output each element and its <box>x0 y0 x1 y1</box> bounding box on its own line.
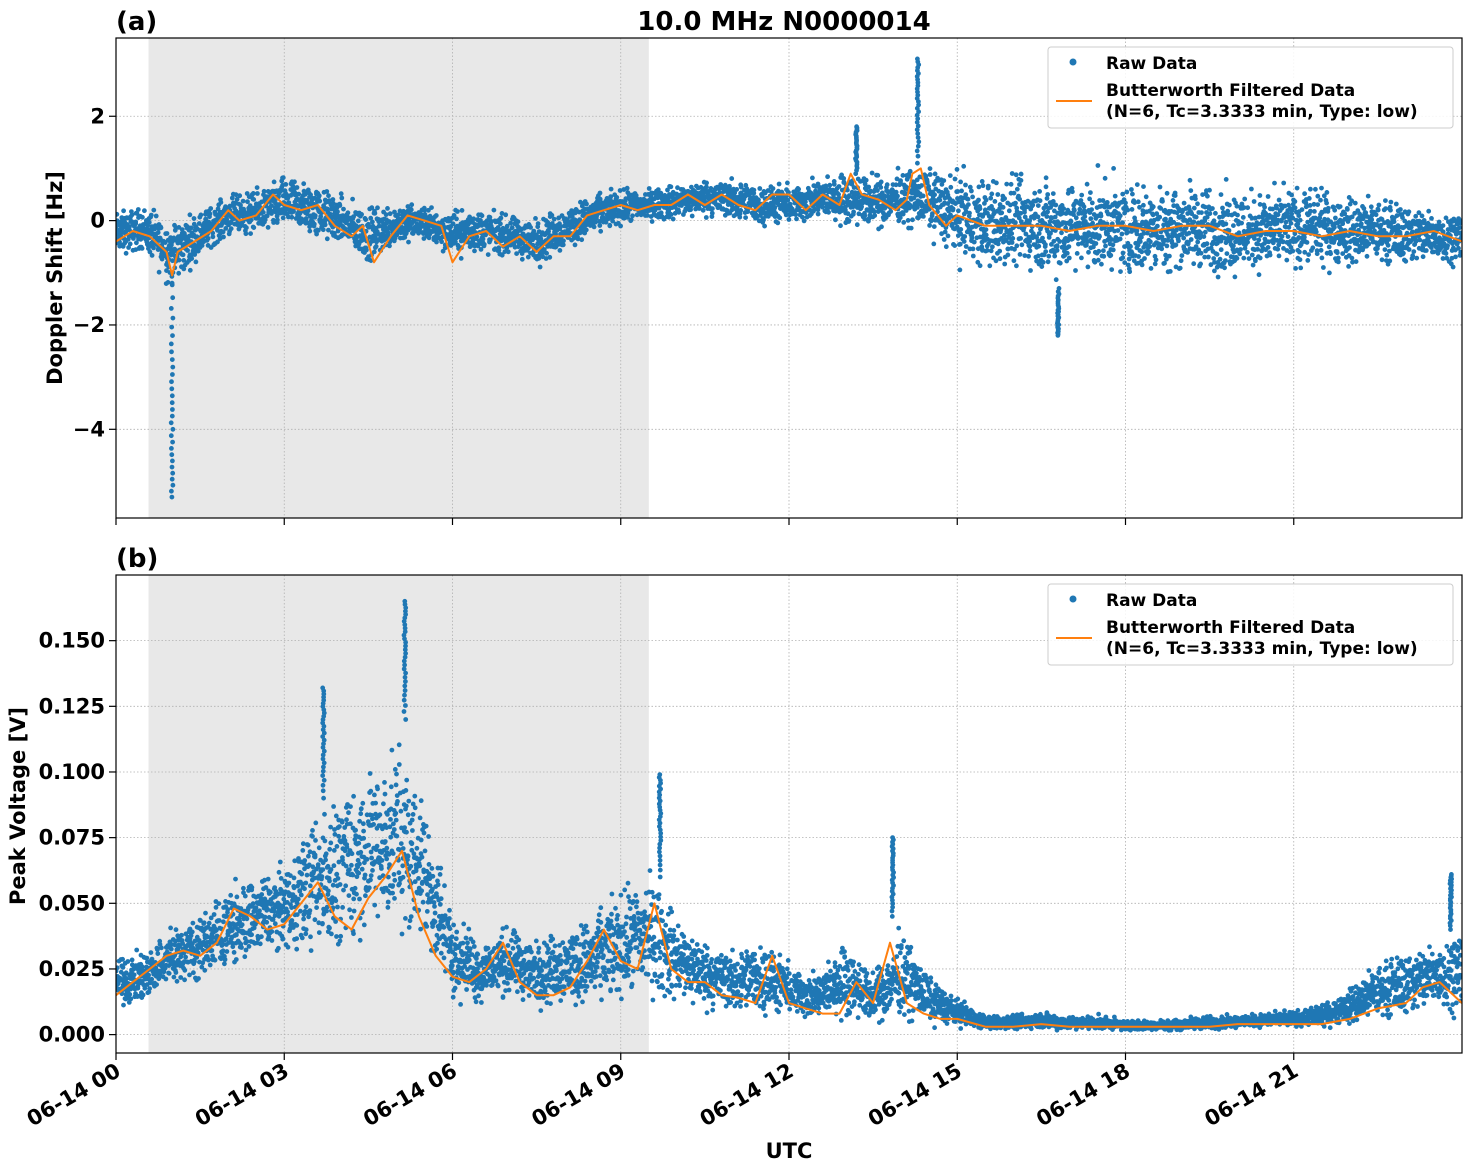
panel-a-ytick-label: −4 <box>73 417 105 441</box>
panel-b-legend: Raw Data Butterworth Filtered Data (N=6,… <box>1047 583 1454 666</box>
legend-filtered-label-line1: Butterworth Filtered Data <box>1106 618 1355 638</box>
x-tick-label: 06-14 06 <box>359 1059 461 1132</box>
panel-a-ytick-label: 0 <box>90 209 105 233</box>
figure-title: 10.0 MHz N0000014 <box>637 7 930 37</box>
legend-box <box>1047 583 1454 666</box>
panel-b-raw-data-points <box>116 598 1462 1033</box>
panel-b-ytick-label: 0.125 <box>39 694 105 718</box>
panel-b-ytick-label: 0.075 <box>39 826 105 850</box>
panel-a-shaded-band <box>148 38 649 518</box>
x-tick-label: 06-14 15 <box>864 1059 966 1132</box>
panel-label-a: (a) <box>116 7 157 37</box>
panel-b-ytick-label: 0.100 <box>39 760 105 784</box>
panel-a-ytick-label: 2 <box>90 104 105 128</box>
x-tick-label: 06-14 09 <box>527 1059 629 1132</box>
panel-b-ytick-label: 0.050 <box>39 891 105 915</box>
panel-label-b: (b) <box>116 544 158 574</box>
panel-b-ytick-label: 0.025 <box>39 957 105 981</box>
panel-b-peak-voltage: 0.150 0.125 0.100 0.075 0.050 0.025 0.000 06-14… <box>6 574 1463 1132</box>
panel-a-ylabel: Doppler Shift [Hz] <box>43 171 67 385</box>
legend-filtered-label-line2: (N=6, Tc=3.3333 min, Type: low) <box>1106 102 1418 122</box>
legend-raw-marker <box>1069 58 1077 66</box>
panel-a-ytick-label: −2 <box>73 313 105 337</box>
legend-raw-marker <box>1069 595 1077 603</box>
panel-a-doppler-shift: 2 0 −2 −4 Doppler Shift [Hz] Raw Data Butte… <box>43 37 1463 525</box>
x-tick-label: 06-14 00 <box>23 1059 125 1132</box>
legend-raw-label: Raw Data <box>1106 54 1197 74</box>
legend-box <box>1047 46 1454 129</box>
panel-b-filtered-line <box>116 849 1462 1028</box>
x-tick-label: 06-14 12 <box>696 1059 798 1132</box>
x-tick-label: 06-14 03 <box>191 1059 293 1132</box>
panel-a-legend: Raw Data Butterworth Filtered Data (N=6,… <box>1047 46 1454 129</box>
legend-raw-label: Raw Data <box>1106 591 1197 611</box>
panel-b-ytick-label: 0.150 <box>39 629 105 653</box>
x-tick-label: 06-14 21 <box>1200 1059 1302 1132</box>
panel-b-ytick-label: 0.000 <box>39 1023 105 1047</box>
x-tick-label: 06-14 18 <box>1032 1059 1134 1132</box>
legend-filtered-label-line1: Butterworth Filtered Data <box>1106 81 1355 101</box>
x-axis-label: UTC <box>766 1139 813 1163</box>
panel-b-ylabel: Peak Voltage [V] <box>6 707 30 905</box>
panel-a-filtered-line <box>116 167 1462 277</box>
legend-filtered-label-line2: (N=6, Tc=3.3333 min, Type: low) <box>1106 639 1418 659</box>
